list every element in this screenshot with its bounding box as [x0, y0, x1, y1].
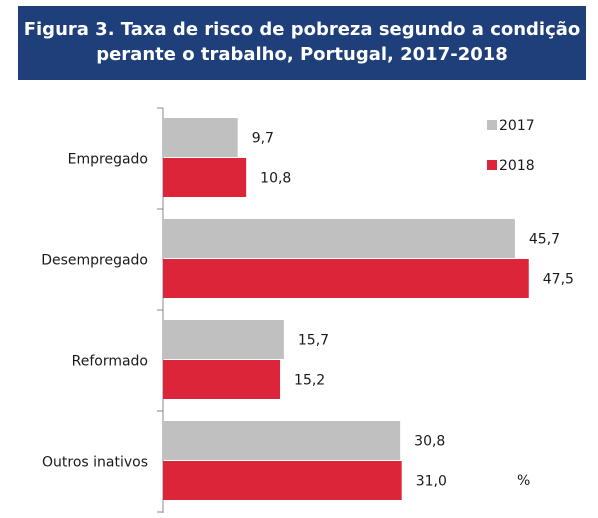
chart-title-line-1: Figura 3. Taxa de risco de pobreza segun…: [23, 19, 581, 40]
bar-2018: [163, 461, 402, 500]
data-label: 31,0: [416, 474, 447, 490]
category-label: Outros inativos: [42, 455, 148, 471]
data-label: 30,8: [414, 434, 445, 450]
chart-title-line-2: perante o trabalho, Portugal, 2017-2018: [96, 44, 508, 65]
bar-2018: [163, 158, 247, 197]
category-label: Empregado: [68, 152, 148, 168]
data-label: 10,8: [260, 171, 291, 187]
chart-title-banner: Figura 3. Taxa de risco de pobreza segun…: [18, 6, 586, 80]
category-label: Desempregado: [41, 253, 148, 269]
data-label: 47,5: [543, 272, 574, 288]
bar-2017: [163, 118, 238, 157]
data-label: 45,7: [529, 232, 560, 248]
legend-label: 2017: [499, 118, 535, 134]
bar-2017: [163, 219, 515, 258]
bar-2018: [163, 259, 529, 298]
bar-2018: [163, 360, 281, 399]
category-label: Reformado: [72, 354, 148, 370]
unit-label: %: [517, 473, 530, 489]
bar-2017: [163, 421, 401, 460]
data-label: 15,7: [298, 333, 329, 349]
legend-swatch-2017: [487, 120, 497, 130]
data-label: 15,2: [294, 373, 325, 389]
bar-2017: [163, 320, 284, 359]
data-label: 9,7: [252, 131, 274, 147]
legend-swatch-2018: [487, 160, 497, 170]
legend-label: 2018: [499, 158, 535, 174]
